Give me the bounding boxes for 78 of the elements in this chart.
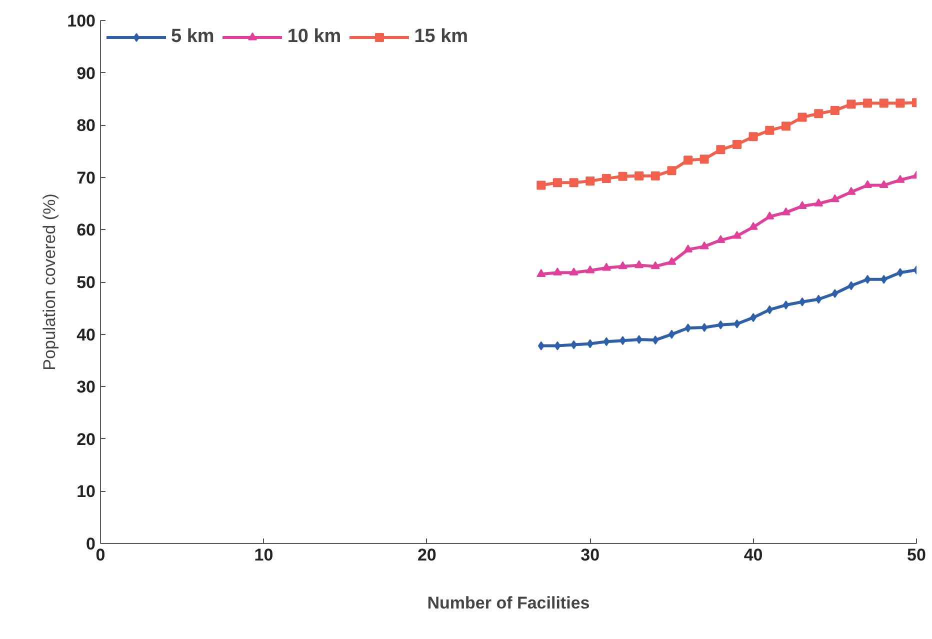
point — [618, 261, 628, 270]
point — [832, 289, 838, 298]
point — [879, 180, 888, 188]
y-tick-label: 30 — [76, 378, 96, 397]
y-tick-label: 90 — [76, 64, 96, 83]
y-tick-label: 60 — [76, 220, 96, 240]
point — [896, 174, 905, 183]
point — [879, 98, 888, 108]
x-tick-label: 40 — [744, 546, 763, 564]
point — [634, 260, 644, 268]
y-tick-label: 20 — [76, 430, 96, 449]
point — [846, 100, 856, 109]
point — [701, 323, 708, 332]
legend-label: 15 km — [414, 26, 468, 48]
x-tick-label: 20 — [417, 546, 436, 564]
point — [602, 174, 611, 183]
x-tick-label: 50 — [907, 546, 926, 564]
point — [652, 336, 659, 345]
point — [766, 305, 773, 314]
legend-label: 10 km — [287, 26, 342, 48]
y-tick-label: 40 — [76, 325, 96, 344]
point — [717, 320, 724, 330]
x-tick-label: 10 — [254, 546, 274, 564]
point — [781, 122, 790, 131]
point — [650, 261, 660, 270]
point — [650, 171, 660, 180]
point — [603, 337, 610, 346]
point — [830, 106, 840, 115]
y-tick-label: 100 — [67, 12, 96, 30]
point — [863, 98, 872, 108]
point — [586, 339, 594, 348]
point — [536, 269, 546, 277]
x-tick-label: 30 — [580, 546, 600, 564]
point — [734, 319, 740, 328]
point — [602, 262, 611, 271]
point — [765, 212, 774, 220]
point — [536, 180, 546, 190]
point — [684, 244, 693, 252]
point — [586, 265, 595, 274]
point — [552, 267, 562, 276]
point — [684, 324, 692, 333]
point — [880, 274, 888, 284]
point — [684, 156, 693, 165]
point — [748, 222, 758, 230]
point — [781, 207, 790, 216]
point — [798, 112, 807, 122]
point — [667, 166, 676, 176]
legend-label: 5 km — [171, 26, 214, 48]
point — [586, 176, 595, 186]
point — [864, 274, 871, 284]
point — [569, 178, 578, 188]
y-tick-label: 10 — [76, 482, 96, 502]
point — [552, 178, 562, 188]
point — [732, 140, 742, 149]
x-axis-title: Number of Facilities — [427, 594, 590, 612]
y-axis-title: Population covered (%) — [40, 194, 60, 370]
point — [748, 132, 758, 142]
point — [782, 300, 790, 310]
point — [896, 98, 905, 108]
point — [716, 145, 726, 154]
point — [618, 172, 628, 181]
point — [700, 241, 709, 250]
point — [569, 267, 578, 276]
point — [554, 341, 561, 350]
point — [814, 109, 824, 118]
point — [667, 257, 676, 265]
point — [814, 198, 824, 206]
point — [765, 126, 774, 135]
point — [830, 194, 840, 202]
point — [634, 171, 644, 180]
point — [815, 294, 822, 304]
point — [700, 154, 709, 164]
point — [636, 335, 642, 344]
y-tick-label: 70 — [76, 168, 96, 188]
y-tick-label: 50 — [76, 273, 96, 292]
point — [732, 230, 742, 239]
y-tick-label: 80 — [76, 116, 96, 136]
point — [538, 341, 544, 350]
